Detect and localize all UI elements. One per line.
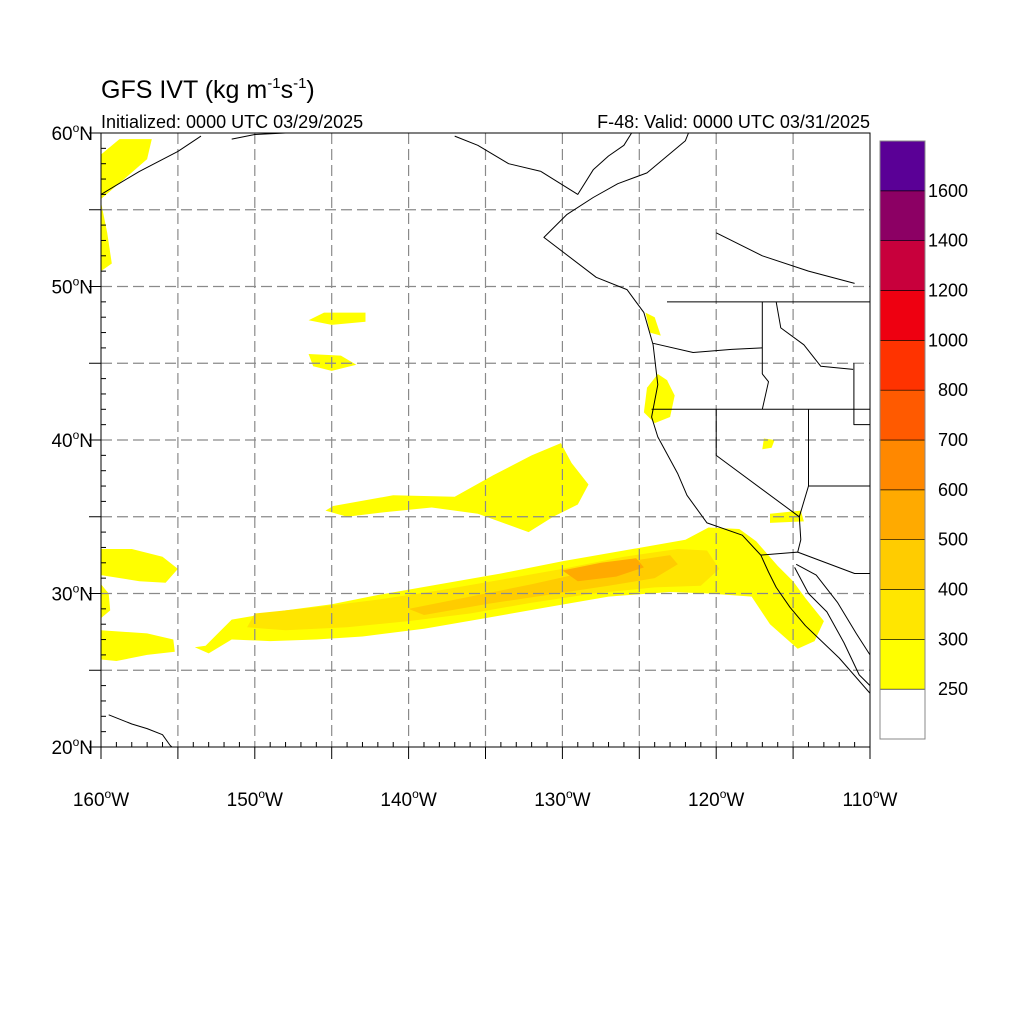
colorbar-label: 250: [938, 679, 968, 699]
lat-label-60: 60oN: [51, 121, 93, 145]
colorbar-label: 300: [938, 629, 968, 649]
border-bc-ak-border: [540, 133, 633, 195]
border-wa-or: [652, 342, 763, 353]
border-alaska-south: [101, 135, 202, 195]
colorbar-box: [879, 290, 926, 341]
colorbar-box: [879, 439, 926, 491]
lat-label-20: 20oN: [51, 735, 93, 759]
colorbar-label: 600: [938, 480, 968, 500]
ivt-region-8: [562, 558, 644, 582]
colorbar-label: 400: [938, 580, 968, 600]
ivt-region-0: [101, 549, 178, 583]
lon-label-140: 140oW: [380, 787, 436, 811]
lon-label-130: 130oW: [534, 787, 590, 811]
border-mexico-mainland: [795, 563, 870, 656]
border-wy-west: [853, 363, 870, 426]
colorbar-box: [879, 240, 926, 291]
lon-label-110: 110oW: [843, 787, 898, 811]
colorbar-box: [879, 639, 926, 690]
colorbar-box: [879, 140, 926, 192]
colorbar-label: 800: [938, 380, 968, 400]
colorbar-box: [879, 389, 926, 441]
ivt-shading: [101, 139, 824, 661]
initialized-subtitle: Initialized: 0000 UTC 03/29/2025: [101, 112, 363, 132]
border-coast: [543, 133, 870, 694]
border-or-id: [761, 373, 769, 410]
map-plot-area: [89, 132, 871, 759]
ivt-region-10: [643, 374, 675, 424]
colorbar-label: 1600: [928, 181, 968, 201]
colorbar-label: 1400: [928, 231, 968, 251]
border-id-mt: [775, 301, 854, 370]
axis-tick-marks: [89, 132, 871, 759]
ivt-region-13: [308, 312, 366, 325]
border-ca-nv: [715, 409, 800, 518]
ivt-region-1: [101, 630, 175, 661]
border-baja-gulf: [794, 567, 870, 686]
border-ak-bc-coastal: [454, 135, 542, 172]
colorbar-label: 1200: [928, 281, 968, 301]
latitude-labels: 60oN 50oN 40oN 30oN 20oN: [51, 121, 93, 759]
ivt-region-11: [762, 438, 775, 450]
colorbar-box: [879, 340, 926, 391]
border-hawaii: [108, 714, 173, 747]
plot-title: GFS IVT (kg m-1s-1): [101, 75, 315, 104]
border-canada-interior: [715, 232, 855, 284]
border-ca-az: [797, 516, 802, 553]
colorbar: 250 300 400 500 600 700 800 1000 1200 1400 1600: [879, 140, 968, 740]
lat-label-50: 50oN: [51, 275, 93, 299]
ivt-region-4: [101, 202, 112, 272]
colorbar-frame: [879, 140, 926, 740]
colorbar-box: [879, 688, 926, 740]
ivt-region-3: [101, 139, 152, 199]
border-us-mexico: [760, 551, 870, 574]
valid-time-subtitle: F-48: Valid: 0000 UTC 03/31/2025: [597, 112, 870, 132]
colorbar-box: [879, 190, 926, 241]
lat-label-30: 30oN: [51, 582, 93, 606]
coastline-and-borders: [101, 133, 870, 747]
ivt-region-14: [308, 354, 357, 371]
ivt-region-2: [101, 584, 111, 619]
lat-label-40: 40oN: [51, 428, 93, 452]
colorbar-box: [879, 539, 926, 590]
colorbar-box: [879, 489, 926, 540]
colorbar-label: 1000: [928, 330, 968, 350]
lon-label-150: 150oW: [227, 787, 283, 811]
lon-label-160: 160oW: [73, 787, 129, 811]
colorbar-label: 500: [938, 530, 968, 550]
colorbar-box: [879, 589, 926, 640]
longitude-labels: 160oW 150oW 140oW 130oW 120oW 110oW: [73, 787, 898, 811]
ivt-region-9: [325, 443, 589, 533]
colorbar-label: 700: [938, 430, 968, 450]
lon-label-120: 120oW: [688, 787, 744, 811]
ivt-region-15: [645, 312, 661, 336]
